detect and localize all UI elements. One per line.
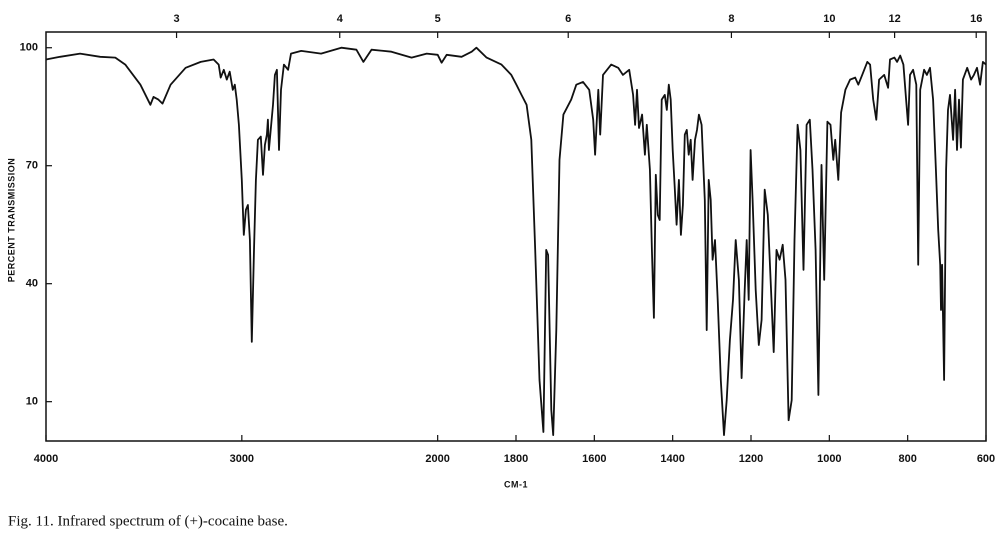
x-tick-label: 600 bbox=[977, 453, 995, 465]
x2-tick-label: 3 bbox=[173, 13, 179, 25]
x-tick-label: 4000 bbox=[34, 453, 58, 465]
x-tick-label: 1400 bbox=[660, 453, 684, 465]
x-tick-label: 2000 bbox=[425, 453, 449, 465]
x-axis-title: CM-1 bbox=[504, 479, 528, 489]
x2-tick-label: 4 bbox=[337, 13, 344, 25]
x2-tick-label: 6 bbox=[565, 13, 571, 25]
x-tick-label: 800 bbox=[898, 453, 916, 465]
x2-tick-label: 10 bbox=[823, 13, 835, 25]
y-tick-label: 100 bbox=[20, 42, 38, 54]
y-axis-title: PERCENT TRANSMISSION bbox=[6, 158, 16, 283]
x-tick-label: 1800 bbox=[504, 453, 528, 465]
y-tick-label: 10 bbox=[26, 396, 38, 408]
x-tick-label: 1200 bbox=[739, 453, 763, 465]
x2-tick-label: 8 bbox=[728, 13, 734, 25]
x-tick-label: 3000 bbox=[230, 453, 254, 465]
x-tick-label: 1000 bbox=[817, 453, 841, 465]
x2-tick-label: 5 bbox=[435, 13, 441, 25]
x-tick-label: 1600 bbox=[582, 453, 606, 465]
x2-tick-label: 16 bbox=[970, 13, 982, 25]
y-tick-label: 40 bbox=[26, 278, 38, 290]
x2-tick-label: 12 bbox=[888, 13, 900, 25]
caption: Fig. 11. Infrared spectrum of (+)-cocain… bbox=[8, 513, 288, 529]
spectrum-line bbox=[45, 46, 987, 436]
y-tick-label: 70 bbox=[26, 160, 38, 172]
